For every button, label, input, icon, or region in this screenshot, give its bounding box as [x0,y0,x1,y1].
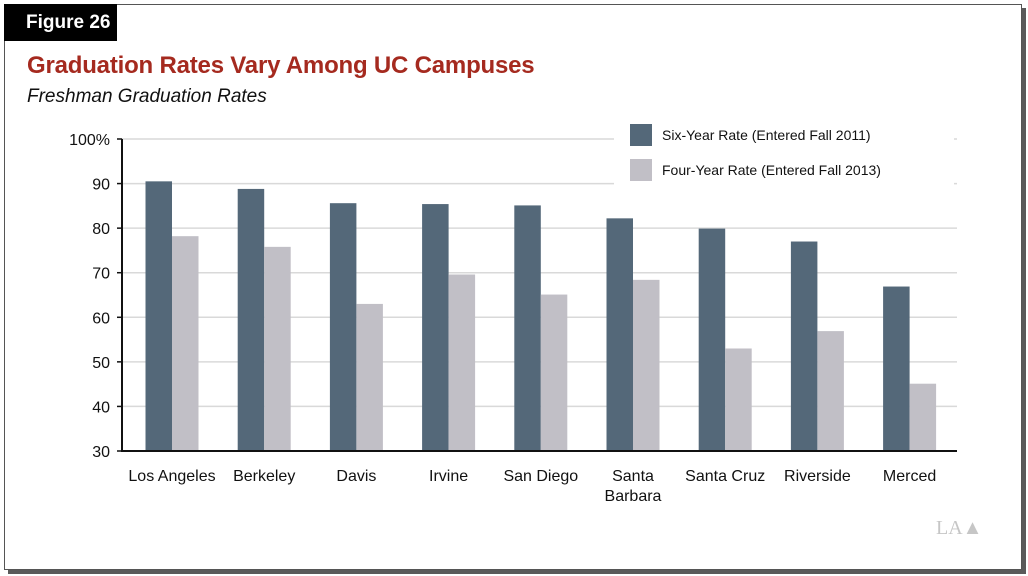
bar-four-year [448,274,476,451]
bar-six-year [514,205,541,451]
y-tick-label: 80 [92,221,110,238]
y-tick-label: 90 [92,177,110,194]
x-tick-label: Los Angeles [128,468,215,485]
y-tick-label: 70 [92,266,110,283]
x-tick-label: San Diego [503,468,578,485]
bar-four-year [909,383,937,451]
x-tick-label: Merced [883,468,936,485]
y-tick-label: 60 [92,310,110,327]
x-tick-label: Santa Cruz [685,468,765,485]
bar-four-year [172,236,199,451]
bar-four-year [356,303,383,451]
bar-four-year [264,246,291,451]
bar-four-year [633,279,660,451]
chart-title: Graduation Rates Vary Among UC Campuses [27,52,535,79]
legend-swatch [630,159,652,181]
x-tick-label: Berkeley [233,468,295,485]
bar-six-year [329,203,357,451]
bar-six-year [145,181,172,452]
x-tick-label: Irvine [429,468,468,485]
legend-swatch [630,124,652,146]
figure-label: Figure 26 [4,4,117,41]
bar-four-year [540,294,568,451]
y-tick-label: 50 [92,355,110,372]
bar-four-year [725,348,752,451]
legend-label: Four-Year Rate (Entered Fall 2013) [662,162,881,178]
bar-four-year [817,331,844,451]
legend-label: Six-Year Rate (Entered Fall 2011) [662,127,871,143]
y-tick-label: 30 [92,444,110,461]
bar-six-year [422,204,449,451]
legend-box [614,114,954,186]
x-tick-label: Santa [612,468,654,485]
x-tick-label: Riverside [784,468,851,485]
y-tick-label: 100% [69,132,110,149]
bar-six-year [790,241,818,451]
lao-logo: LA▲ [936,517,983,539]
x-tick-label: Davis [336,468,376,485]
bar-six-year [883,286,910,451]
bar-six-year [606,218,633,451]
bar-six-year [237,188,265,452]
y-tick-label: 40 [92,399,110,416]
x-tick-label: Barbara [605,488,662,505]
chart-subtitle: Freshman Graduation Rates [27,86,267,107]
bar-six-year [698,228,726,451]
